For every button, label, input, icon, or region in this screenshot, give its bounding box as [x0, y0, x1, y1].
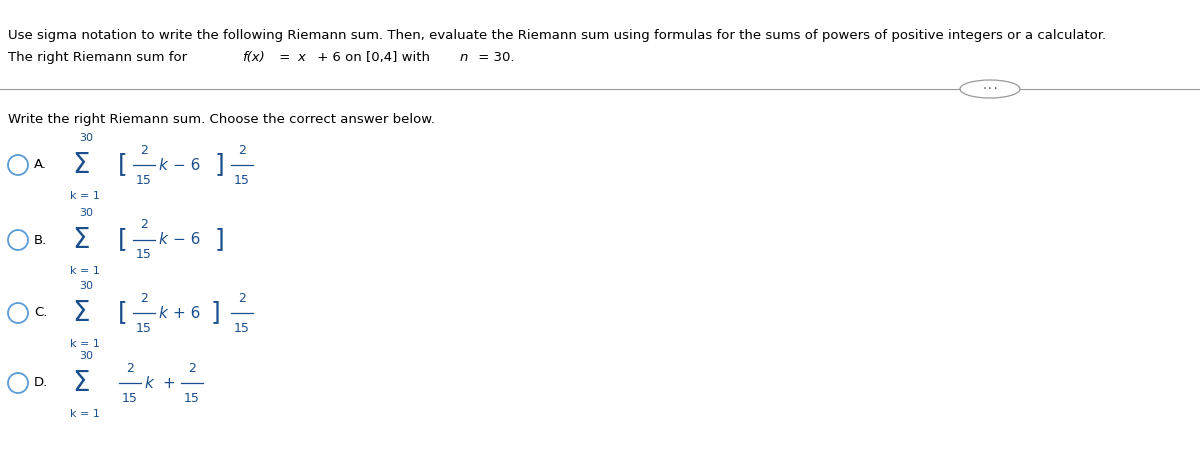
- Text: 30: 30: [79, 351, 94, 361]
- Text: k = 1: k = 1: [70, 266, 100, 276]
- Text: $\Sigma$: $\Sigma$: [72, 299, 90, 327]
- Text: $\Sigma$: $\Sigma$: [72, 151, 90, 179]
- Text: D.: D.: [34, 376, 48, 390]
- Text: 30: 30: [79, 281, 94, 291]
- Text: 2: 2: [140, 219, 148, 232]
- Text: 15: 15: [234, 173, 250, 187]
- Text: 2: 2: [188, 362, 196, 374]
- Text: − 6: − 6: [173, 233, 200, 247]
- Text: k = 1: k = 1: [70, 339, 100, 349]
- Ellipse shape: [960, 80, 1020, 98]
- Text: =: =: [275, 51, 294, 64]
- Text: n: n: [460, 51, 468, 64]
- Text: f(x): f(x): [242, 51, 265, 64]
- Text: k = 1: k = 1: [70, 191, 100, 201]
- Text: 30: 30: [79, 133, 94, 143]
- Text: Use sigma notation to write the following Riemann sum. Then, evaluate the Rieman: Use sigma notation to write the followin…: [8, 29, 1106, 42]
- Text: $[$: $[$: [118, 300, 126, 326]
- Text: B.: B.: [34, 234, 47, 246]
- Text: k: k: [158, 306, 167, 320]
- Text: 2: 2: [140, 292, 148, 304]
- Text: $\Sigma$: $\Sigma$: [72, 226, 90, 254]
- Text: ···: ···: [982, 84, 998, 94]
- Text: 15: 15: [136, 249, 152, 261]
- Text: $]$: $]$: [214, 227, 223, 253]
- Text: $[$: $[$: [118, 152, 126, 179]
- Text: k: k: [158, 233, 167, 247]
- Text: x: x: [298, 51, 305, 64]
- Text: 15: 15: [184, 391, 200, 405]
- Text: 2: 2: [238, 144, 246, 156]
- Text: 15: 15: [234, 322, 250, 334]
- Text: Write the right Riemann sum. Choose the correct answer below.: Write the right Riemann sum. Choose the …: [8, 113, 436, 126]
- Text: 2: 2: [140, 144, 148, 156]
- Text: 15: 15: [136, 322, 152, 334]
- Text: 2: 2: [238, 292, 246, 304]
- Text: 30: 30: [79, 208, 94, 218]
- Text: $\Sigma$: $\Sigma$: [72, 369, 90, 397]
- Text: k: k: [158, 157, 167, 172]
- Text: The right Riemann sum for: The right Riemann sum for: [8, 51, 191, 64]
- Text: k: k: [144, 375, 152, 390]
- Text: $]$: $]$: [214, 152, 223, 179]
- Text: 2: 2: [126, 362, 134, 374]
- Text: 15: 15: [122, 391, 138, 405]
- Text: C.: C.: [34, 307, 47, 319]
- Text: = 30.: = 30.: [474, 51, 515, 64]
- Text: $]$: $]$: [210, 300, 220, 326]
- Text: + 6 on [0,4] with: + 6 on [0,4] with: [313, 51, 434, 64]
- Text: A.: A.: [34, 159, 47, 171]
- Text: +: +: [162, 375, 175, 390]
- Text: − 6: − 6: [173, 157, 200, 172]
- Text: $[$: $[$: [118, 227, 126, 253]
- Text: + 6: + 6: [173, 306, 200, 320]
- Text: 15: 15: [136, 173, 152, 187]
- Text: k = 1: k = 1: [70, 409, 100, 419]
